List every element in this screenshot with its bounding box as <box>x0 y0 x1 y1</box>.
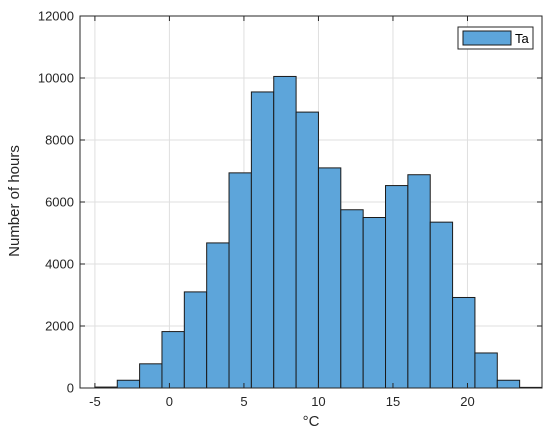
histogram-bar <box>407 174 431 389</box>
x-tick-label: -5 <box>89 394 101 409</box>
histogram-bar <box>362 217 387 389</box>
y-tick-label: 6000 <box>45 195 74 210</box>
x-tick-label: 15 <box>386 394 400 409</box>
legend: Ta <box>457 26 534 50</box>
axis-ticks <box>80 15 542 389</box>
histogram-bar <box>295 111 319 389</box>
histogram-bar <box>183 291 208 389</box>
histogram-bar <box>161 331 185 389</box>
y-tick-label: 2000 <box>45 319 74 334</box>
y-tick-label: 4000 <box>45 257 74 272</box>
histogram-bar <box>385 185 409 389</box>
x-axis-label: °C <box>303 413 320 430</box>
legend-label: Ta <box>515 31 530 46</box>
y-tick-label: 12000 <box>38 9 74 24</box>
histogram-bar <box>116 379 141 389</box>
histogram-bar <box>496 379 521 389</box>
histogram-bar <box>273 75 297 389</box>
y-axis-label: Number of hours <box>6 145 23 257</box>
legend-swatch <box>462 30 512 46</box>
histogram-bar <box>250 91 275 389</box>
histogram-bars <box>94 75 543 389</box>
histogram-bar <box>139 363 163 389</box>
x-tick-label: 20 <box>460 394 474 409</box>
histogram-bar <box>317 167 342 389</box>
x-tick-label: 0 <box>166 394 173 409</box>
histogram-bar <box>474 352 498 389</box>
histogram-bar <box>452 296 476 389</box>
y-tick-label: 10000 <box>38 71 74 86</box>
x-tick-label: 5 <box>240 394 247 409</box>
x-tick-label: 10 <box>311 394 325 409</box>
histogram-bar <box>429 221 454 389</box>
tick-labels: -5 0 5 10 15 20 0 2000 4000 6000 8000 10000 12000 <box>38 9 475 410</box>
histogram-bar <box>228 172 252 389</box>
histogram-bar <box>206 242 230 389</box>
y-tick-label: 0 <box>67 381 74 396</box>
histogram-bar <box>340 209 364 389</box>
y-tick-label: 8000 <box>45 133 74 148</box>
